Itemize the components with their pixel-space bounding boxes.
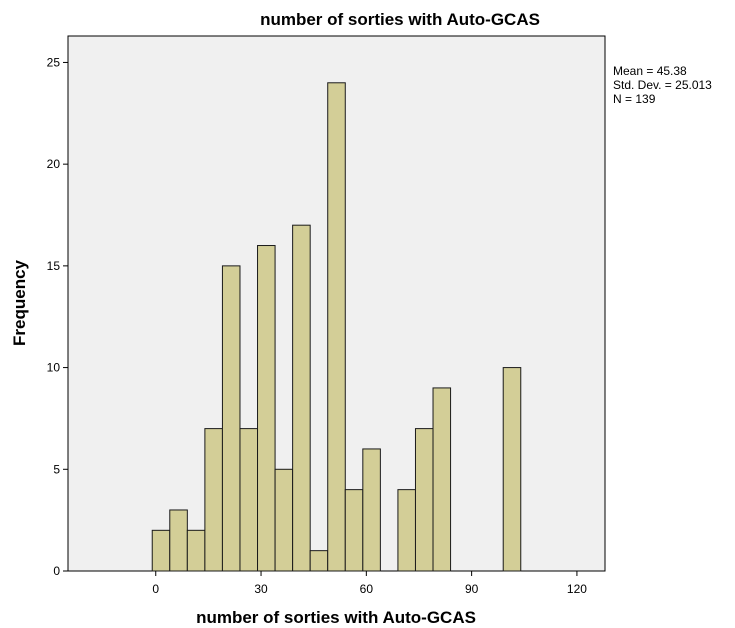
histogram-bar: [502, 367, 522, 572]
x-axis-ticks: 0 30 60 90 120: [152, 571, 587, 596]
histogram-bar: [151, 529, 171, 572]
histogram-bar: [169, 509, 188, 572]
x-tick-label: 0: [152, 582, 159, 596]
y-tick-label: 25: [47, 55, 61, 69]
y-tick-label: 10: [47, 361, 61, 375]
histogram-bar: [397, 489, 416, 572]
histogram-bar: [239, 428, 259, 572]
histogram-bar: [414, 428, 434, 572]
histogram-bar: [292, 224, 311, 572]
histogram-bar: [327, 82, 346, 572]
stat-n: N = 139: [613, 92, 656, 106]
x-tick-label: 120: [567, 582, 587, 596]
histogram-bar: [204, 428, 223, 572]
histogram-bar: [186, 529, 206, 572]
chart-title: number of sorties with Auto-GCAS: [260, 10, 540, 29]
histogram-bar: [221, 265, 241, 572]
histogram-bar: [362, 448, 381, 572]
y-axis-ticks: 0 5 10 15 20 25: [47, 55, 68, 578]
y-tick-label: 20: [47, 157, 61, 171]
x-tick-label: 90: [465, 582, 479, 596]
histogram-bar: [309, 550, 329, 572]
bars-group: [151, 82, 522, 572]
stat-std-dev: Std. Dev. = 25.013: [613, 78, 712, 92]
y-tick-label: 0: [53, 564, 60, 578]
y-tick-label: 15: [47, 259, 61, 273]
x-tick-label: 30: [254, 582, 268, 596]
histogram-bar: [344, 489, 364, 572]
histogram-bar: [432, 387, 452, 572]
statistics-box: Mean = 45.38 Std. Dev. = 25.013 N = 139: [613, 64, 712, 106]
histogram-bar: [274, 468, 294, 572]
x-axis-title: number of sorties with Auto-GCAS: [196, 608, 476, 627]
y-axis-title: Frequency: [10, 259, 29, 346]
stat-mean: Mean = 45.38: [613, 64, 687, 78]
histogram-bar: [257, 245, 276, 572]
y-tick-label: 5: [53, 462, 60, 476]
x-tick-label: 60: [360, 582, 374, 596]
